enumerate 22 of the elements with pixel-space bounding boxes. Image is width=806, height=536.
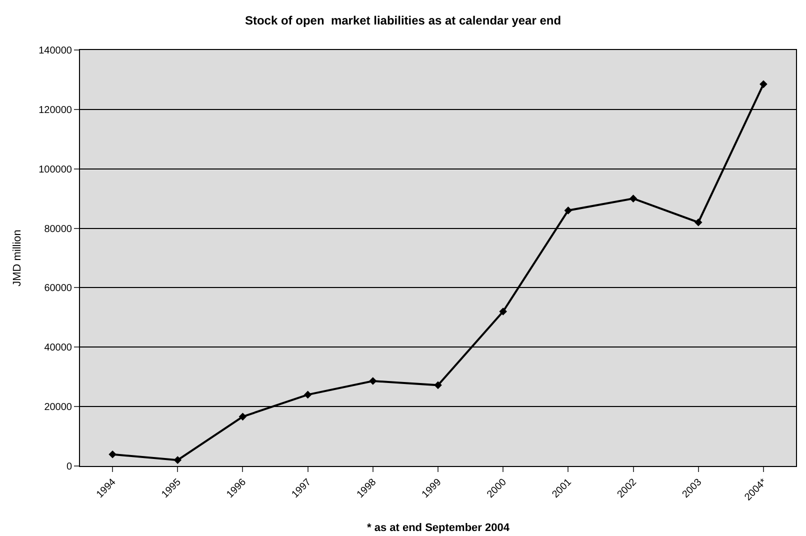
point <box>760 80 768 88</box>
y-tick-label: 100000 <box>38 164 72 176</box>
y-tick-label: 80000 <box>44 224 72 235</box>
y-tick-label: 140000 <box>38 46 72 56</box>
point <box>434 381 442 390</box>
y-tick-label: 60000 <box>44 283 72 294</box>
y-tick-label: 120000 <box>38 104 72 116</box>
point <box>694 218 702 226</box>
point <box>304 390 312 399</box>
y-axis-title: JMD million <box>11 230 24 286</box>
y-tick-label: 20000 <box>44 402 72 414</box>
y-tick-label: 0 <box>66 462 72 472</box>
point <box>238 412 247 421</box>
point <box>174 456 182 464</box>
point <box>369 377 377 385</box>
text: * as at end September 2004 <box>367 522 510 534</box>
chart-title: Stock of open market liabilities as at calendar year end <box>244 13 562 28</box>
point <box>629 194 638 202</box>
point <box>499 308 507 316</box>
y-tick-label: 40000 <box>44 342 72 354</box>
point <box>564 206 572 214</box>
point <box>108 450 116 458</box>
